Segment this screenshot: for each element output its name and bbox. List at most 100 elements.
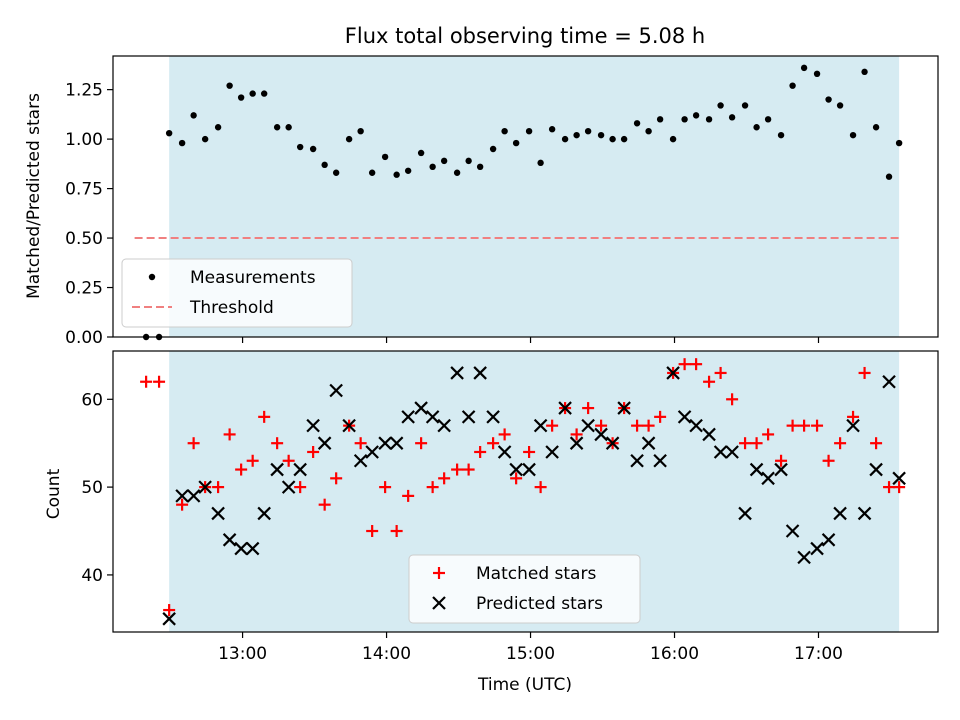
matched-stars-point	[523, 445, 536, 458]
predicted-stars-point	[389, 436, 404, 450]
count-y-axis-label: Count	[44, 468, 64, 519]
matched-stars-point	[498, 428, 511, 441]
predicted-stars-point	[653, 453, 667, 468]
matched-stars-point	[678, 358, 691, 371]
legend-label-threshold: Threshold	[189, 298, 274, 318]
predicted-stars-point	[211, 506, 225, 521]
predicted-stars-point	[353, 453, 368, 468]
predicted-stars-point	[234, 541, 248, 556]
predicted-stars-point	[581, 418, 595, 433]
matched-stars-point	[474, 445, 487, 458]
measurement-point	[260, 90, 268, 97]
measurement-point	[656, 116, 664, 123]
measurement-point	[476, 163, 484, 171]
measurement-point	[825, 96, 832, 103]
legend-marker-measurements	[148, 273, 156, 281]
y-tick-label: 1.00	[65, 130, 103, 150]
predicted-stars-point	[245, 541, 260, 556]
measurement-point	[609, 135, 616, 143]
matched-stars-point	[379, 481, 392, 494]
measurement-point	[201, 135, 209, 143]
legend-label-measurements: Measurements	[190, 268, 316, 288]
matched-stars-point	[786, 419, 799, 432]
matched-stars-point	[354, 437, 367, 450]
predicted-stars-point	[605, 436, 620, 450]
predicted-stars-point	[689, 418, 703, 433]
predicted-stars-point	[293, 462, 307, 477]
predicted-stars-point	[785, 524, 800, 538]
count-plot-frame	[112, 350, 939, 633]
matched-stars-point	[642, 419, 655, 432]
measurement-point	[417, 149, 425, 157]
matched-stars-point	[318, 498, 331, 511]
measurement-point	[645, 127, 652, 135]
matched-stars-point	[163, 604, 176, 617]
measurement-point	[753, 124, 760, 131]
measurement-point	[717, 102, 724, 109]
y-tick-label: 0.25	[65, 279, 103, 299]
measurement-point	[214, 124, 222, 131]
predicted-stars-point	[594, 427, 608, 442]
predicted-stars-point	[630, 453, 644, 468]
predicted-stars-point	[509, 462, 523, 477]
measurement-point	[273, 124, 281, 131]
y-tick-label: 60	[81, 390, 103, 410]
ratio-y-axis-label: Matched/Predicted stars	[24, 93, 44, 299]
x-tick-label: 15:00	[506, 644, 555, 664]
chart-title: Flux total observing time = 5.08 h	[345, 24, 705, 48]
legend-marker-matched	[433, 567, 445, 579]
x-tick-label: 14:00	[362, 644, 411, 664]
predicted-stars-point	[702, 427, 716, 442]
predicted-stars-point	[222, 533, 237, 547]
matched-stars-point	[176, 498, 189, 511]
matched-stars-point	[415, 437, 428, 450]
measurement-point	[669, 135, 677, 143]
predicted-stars-point	[713, 445, 728, 459]
predicted-stars-point	[641, 436, 656, 450]
measurement-point	[309, 145, 317, 153]
predicted-stars-point	[617, 401, 631, 415]
matched-stars-point	[153, 375, 166, 388]
count-legend: Matched stars Predicted stars	[408, 554, 641, 624]
matched-stars-point	[212, 481, 225, 494]
measurement-point	[584, 127, 592, 135]
predicted-stars-point	[401, 410, 415, 424]
matched-stars-point	[235, 463, 248, 476]
measurement-point	[789, 82, 796, 89]
matched-stars-point	[811, 419, 824, 432]
measurement-point	[393, 171, 400, 178]
measurement-point	[813, 70, 821, 78]
y-tick-label: 40	[81, 566, 103, 586]
measurement-point	[537, 159, 544, 167]
predicted-stars-point	[882, 374, 896, 389]
measurement-point	[885, 173, 893, 180]
measurement-point	[849, 131, 857, 139]
predicted-stars-point	[414, 401, 428, 415]
matched-stars-point	[294, 481, 307, 494]
count-legend-box	[408, 554, 641, 624]
predicted-stars-point	[857, 506, 872, 521]
matched-stars-point	[714, 366, 727, 379]
matched-stars-point	[258, 410, 271, 423]
measurement-point	[512, 139, 520, 147]
matched-stars-point	[870, 437, 883, 450]
matched-stars-point	[366, 525, 379, 538]
matched-stars-point	[510, 472, 523, 485]
legend-label-predicted: Predicted stars	[476, 594, 603, 614]
matched-stars-point	[282, 454, 295, 467]
predicted-stars-point	[198, 480, 212, 494]
matched-stars-point	[858, 366, 871, 379]
matched-stars-point	[307, 445, 320, 458]
predicted-stars-point	[569, 436, 584, 450]
measurement-point	[764, 116, 772, 123]
measurement-point	[345, 135, 353, 143]
predicted-stars-point	[545, 445, 559, 459]
matched-stars-point	[438, 472, 451, 485]
measurement-point	[501, 127, 508, 135]
legend-label-matched: Matched stars	[476, 564, 596, 584]
matched-stars-point	[631, 419, 644, 432]
predicted-stars-point	[450, 366, 464, 380]
matched-stars-point	[390, 525, 403, 538]
predicted-stars-point	[473, 366, 487, 380]
